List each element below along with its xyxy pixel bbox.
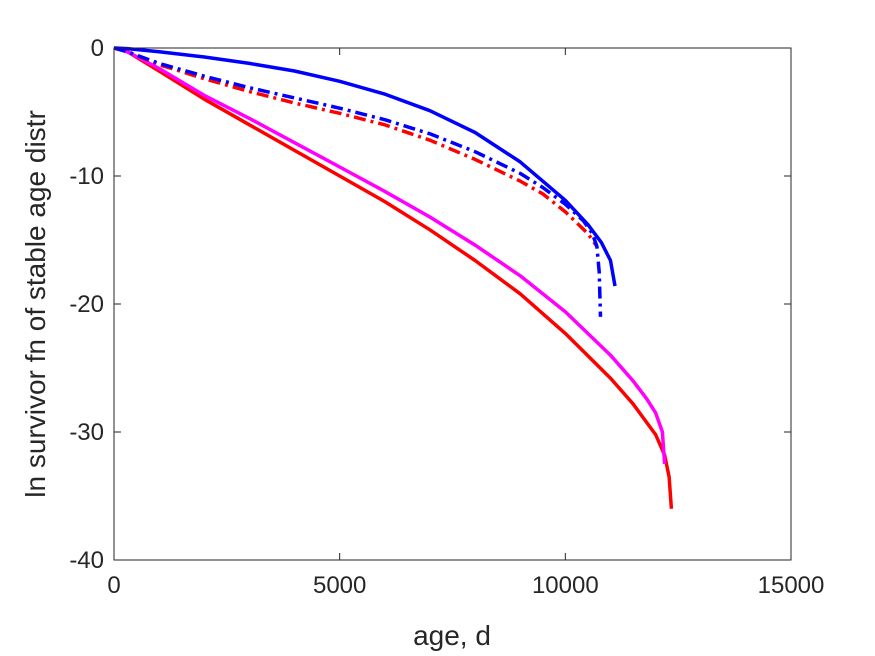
y-tick-label: -20 [69, 291, 104, 318]
x-tick-label: 5000 [313, 572, 366, 599]
tick-layer: 0 5000 10000 15000 -40 -30 -20 -10 0 [69, 35, 824, 599]
y-axis-title: ln survivor fn of stable age distr [20, 110, 51, 498]
x-tick-label: 10000 [532, 572, 599, 599]
series-line-5 [113, 46, 617, 287]
series-line-4 [113, 46, 603, 317]
plot-area [114, 48, 791, 560]
y-tick-label: -30 [69, 419, 104, 446]
series-line-1 [113, 46, 674, 509]
series-layer [113, 46, 674, 509]
series-line-2 [113, 46, 667, 465]
x-axis-title: age, d [413, 620, 491, 651]
x-tick-label: 15000 [758, 572, 825, 599]
x-tick-label: 0 [107, 572, 120, 599]
series-line-3 [113, 46, 599, 248]
y-tick-label: 0 [91, 35, 104, 62]
y-tick-label: -10 [69, 163, 104, 190]
y-tick-label: -40 [69, 547, 104, 574]
